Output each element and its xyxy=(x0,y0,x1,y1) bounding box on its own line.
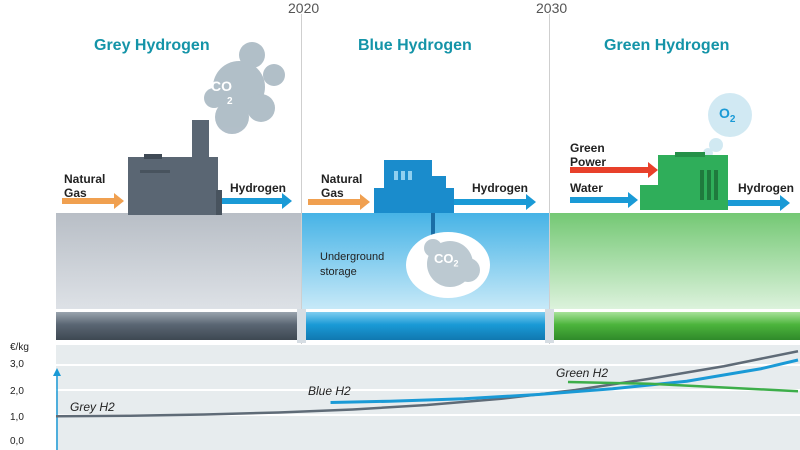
blue-input-line1: Natural xyxy=(321,172,363,186)
grey-pipe xyxy=(56,312,301,340)
grey-plant-illustration xyxy=(62,42,292,215)
blue-hydrogen-title: Blue Hydrogen xyxy=(358,37,472,54)
ccs-pipe-icon xyxy=(431,213,435,241)
y-axis-unit: €/kg xyxy=(10,342,29,353)
green-pipe xyxy=(550,312,800,340)
green-power-line1: Green xyxy=(570,141,605,155)
year-2020-label: 2020 xyxy=(288,0,320,16)
green-power-line2: Power xyxy=(570,155,607,169)
grey-hydrogen-title: Grey Hydrogen xyxy=(94,37,210,54)
natural-gas-arrow-icon xyxy=(62,193,124,209)
hydrogen-arrow-icon xyxy=(728,195,790,211)
green-ground xyxy=(550,213,800,309)
grey-input-line1: Natural xyxy=(64,172,106,186)
grey-co2-subscript: 2 xyxy=(227,96,233,107)
green-h2-series-label: Green H2 xyxy=(556,366,609,380)
electrolyser-icon xyxy=(640,152,728,210)
green-power-arrow-icon xyxy=(570,162,658,178)
o2-bubbles-icon xyxy=(703,93,752,158)
storage-line1: Underground xyxy=(320,251,385,263)
hydrogen-arrow-icon xyxy=(454,194,536,210)
y-tick-0: 0,0 xyxy=(10,436,24,447)
divider-2020 xyxy=(301,14,302,344)
green-hydrogen-title: Green Hydrogen xyxy=(604,37,730,54)
blue-input-line2: Gas xyxy=(321,186,344,200)
water-arrow-icon xyxy=(570,192,638,208)
blue-co2-label: CO2 xyxy=(434,251,459,269)
green-h2-line xyxy=(567,380,799,393)
green-output-label: Hydrogen xyxy=(738,181,795,195)
storage-line2: storage xyxy=(320,266,357,278)
o2-subscript: 2 xyxy=(729,113,736,125)
grey-input-line2: Gas xyxy=(64,186,87,200)
pipe-joint-2030 xyxy=(545,309,554,343)
co2-main: CO xyxy=(434,251,454,266)
green-plant-illustration xyxy=(570,93,790,211)
hydrogen-arrow-icon xyxy=(222,193,292,209)
grey-input-label: Natural Gas xyxy=(64,172,105,200)
year-2030-label: 2030 xyxy=(536,0,568,16)
co2-storage-bubbles-icon xyxy=(424,239,480,287)
grey-co2-label: CO xyxy=(211,78,232,94)
green-power-label: Green Power xyxy=(570,141,606,169)
y-axis-arrow-icon xyxy=(53,368,61,376)
divider-2030 xyxy=(549,14,550,344)
o2-label: O2 xyxy=(719,105,735,125)
co2-subscript: 2 xyxy=(453,258,459,269)
co2-main: CO xyxy=(211,78,232,94)
y-tick-1: 1,0 xyxy=(10,412,24,423)
co2-bubbles-icon xyxy=(204,42,285,134)
grey-h2-line xyxy=(55,350,799,418)
y-tick-3: 3,0 xyxy=(10,359,24,370)
blue-plant-illustration xyxy=(308,160,536,298)
chart-background xyxy=(56,345,800,450)
underground-storage-label: Underground storage xyxy=(320,250,384,280)
grey-h2-series-label: Grey H2 xyxy=(70,400,115,414)
water-label: Water xyxy=(570,181,603,195)
blue-h2-series-label: Blue H2 xyxy=(308,384,351,398)
blue-pipe xyxy=(302,312,549,340)
pipe-joint-2020 xyxy=(297,309,306,343)
o2-main: O xyxy=(719,105,730,121)
grey-ground xyxy=(56,213,301,309)
blue-input-label: Natural Gas xyxy=(321,172,362,200)
y-tick-2: 2,0 xyxy=(10,386,24,397)
factory-icon xyxy=(128,120,222,215)
natural-gas-arrow-icon xyxy=(308,194,370,210)
blue-plant-icon xyxy=(374,160,454,213)
blue-h2-line xyxy=(330,358,799,404)
grey-output-label: Hydrogen xyxy=(230,181,287,195)
blue-output-label: Hydrogen xyxy=(472,181,529,195)
